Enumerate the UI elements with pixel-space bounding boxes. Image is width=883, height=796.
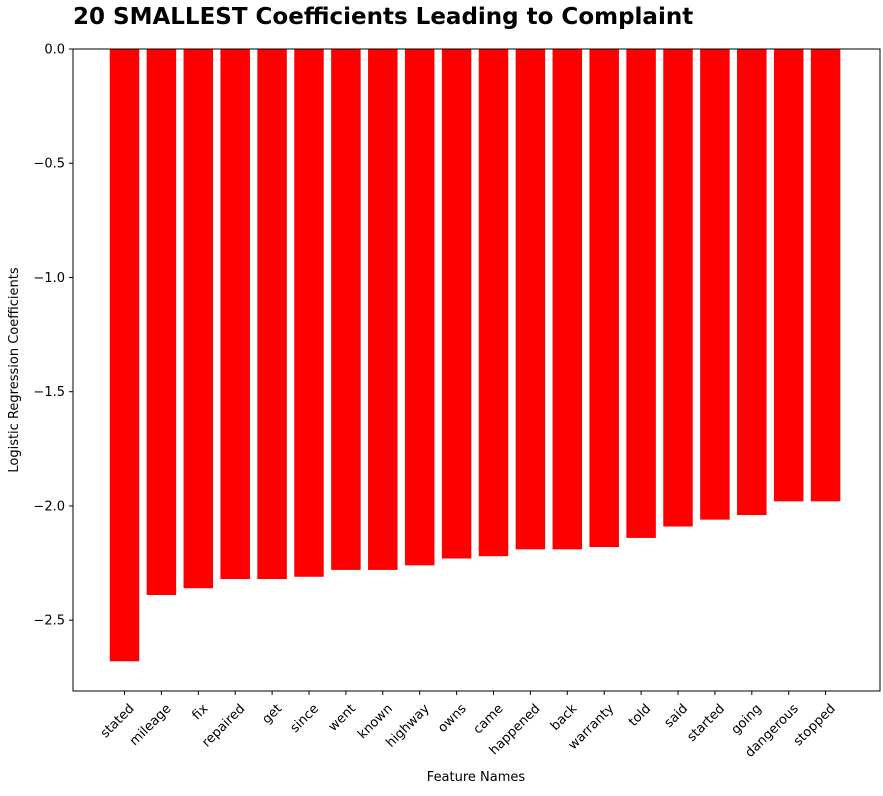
x-axis-label: Feature Names [427,770,526,785]
bar-started [700,49,730,520]
bar-dangerous [773,49,804,502]
bar-repaired [220,49,250,580]
x-tick-label: told [626,701,654,729]
y-tick-label: 0.0 [44,43,65,58]
bar-mileage [146,49,177,596]
bar-told [626,49,656,538]
x-tick-label: went [326,701,359,734]
x-tick-label: mileage [127,701,174,748]
y-tick-label: −1.5 [33,385,65,400]
x-tick-label: get [259,701,285,727]
bar-highway [404,49,435,566]
y-tick-label: −2.5 [33,614,65,629]
bar-back [552,49,583,550]
bar-stopped [810,49,841,502]
bar-stated [109,49,140,662]
bar-happened [515,49,546,550]
chart-title: 20 SMALLEST Coefficients Leading to Comp… [73,4,694,30]
x-tick-label: since [288,701,322,735]
bar-fix [183,49,214,589]
bar-owns [441,49,472,559]
y-axis: 0.0 −0.5 −1.0 −1.5 −2.0 −2.5 [33,43,73,629]
bar-went [331,49,361,570]
y-tick-label: −1.0 [33,271,65,286]
bars-group [109,49,841,662]
bar-known [368,49,398,570]
x-tick-label: fix [190,701,212,723]
bar-came [478,49,509,557]
x-tick-label: back [548,701,581,734]
x-tick-label: owns [435,701,470,736]
plot-frame [72,48,881,692]
bar-said [663,49,693,527]
y-tick-label: −0.5 [33,157,65,172]
x-tick-label: started [684,701,728,745]
bar-going [737,49,767,516]
bar-since [294,49,324,577]
x-tick-label: said [662,701,691,730]
y-tick-label: −2.0 [33,499,65,514]
bar-warranty [589,49,619,548]
bar-get [257,49,287,580]
y-axis-label: Logistic Regression Coefficients [7,267,22,473]
